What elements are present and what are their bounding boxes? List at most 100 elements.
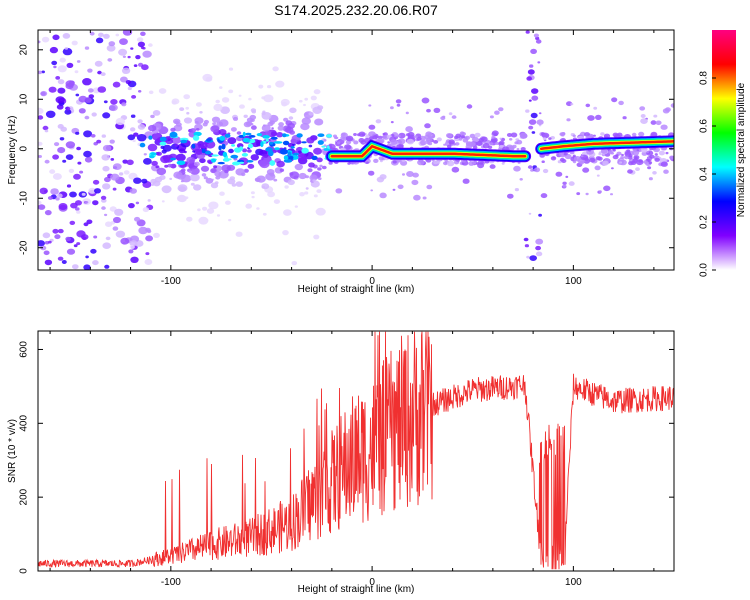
spectrogram-cell <box>337 141 341 145</box>
spectrogram-cell <box>531 88 539 94</box>
spectrogram-cell <box>650 131 658 137</box>
spectrogram-peak <box>232 161 241 166</box>
spectrogram-cell <box>491 136 495 139</box>
spectrogram-cell <box>273 178 278 182</box>
spectrogram-cell <box>141 178 148 184</box>
spectrogram-cell <box>120 76 128 83</box>
x-tick-label: -100 <box>161 577 181 588</box>
spectrogram-cell <box>406 138 414 145</box>
spectrogram-cell <box>202 206 208 211</box>
spectrogram-cell <box>130 47 134 50</box>
spectrogram-cell <box>137 119 143 124</box>
spectrogram-cell <box>514 188 520 192</box>
spectrogram-cell <box>228 148 234 154</box>
spectrogram-cell <box>137 41 145 48</box>
spectrogram-cell <box>600 148 608 154</box>
spectrogram-cell <box>247 149 252 153</box>
spectrogram-cell <box>397 134 401 138</box>
spectrogram-cell <box>143 158 152 165</box>
spectrogram-cell <box>235 181 243 187</box>
spectrogram-cell <box>368 124 376 130</box>
spectrogram-cell <box>246 117 253 123</box>
spectrogram-cell <box>313 89 321 95</box>
spectrogram-cell <box>82 236 87 240</box>
spectrogram-cell <box>83 130 93 138</box>
spectrogram-cell <box>202 122 208 127</box>
spectrogram-cell <box>51 60 58 66</box>
spectrogram-cell <box>193 184 202 191</box>
spectrogram-cell <box>76 60 81 63</box>
spectrogram-peak <box>245 132 252 136</box>
spectrogram-cell <box>303 103 306 107</box>
spectrogram-cell <box>595 156 602 161</box>
spectrogram-cell <box>40 245 47 251</box>
spectrogram-cell <box>602 160 609 166</box>
spectrogram-cell <box>318 177 322 181</box>
spectrogram-peak <box>192 135 200 141</box>
spectrogram-cell <box>175 153 186 162</box>
spectrogram-cell <box>130 114 136 118</box>
spectrogram-peak <box>211 158 216 163</box>
spectrogram-cell <box>66 248 76 255</box>
spectrogram-cell <box>620 156 625 159</box>
spectrogram-cell <box>170 127 176 132</box>
spectrogram-peak <box>193 131 202 137</box>
spectrogram-cell <box>616 132 623 137</box>
spectrogram-cell <box>228 218 232 222</box>
spectrogram-cell <box>198 216 209 225</box>
spectrogram-cell <box>106 44 116 52</box>
spectrogram-cell <box>66 184 72 188</box>
spectrogram-cell <box>86 219 93 225</box>
spectrogram-cell <box>41 36 50 43</box>
spectrogram-cell <box>535 36 540 41</box>
spectrogram-cell <box>299 192 305 197</box>
spectrogram-cell <box>181 168 186 172</box>
spectrogram-cell <box>88 94 95 99</box>
spectrogram-cell <box>84 46 90 50</box>
top-y-axis-label: Frequency (Hz) <box>7 116 18 185</box>
spectrogram-cell <box>529 64 534 68</box>
spectrogram-ridge-band <box>330 144 527 158</box>
spectrogram-cell <box>598 190 602 193</box>
spectrogram-cell <box>38 115 44 120</box>
spectrogram-cell <box>347 162 351 165</box>
spectrogram-cell <box>138 226 148 235</box>
spectrogram-cell <box>155 165 159 169</box>
spectrogram-peak <box>238 161 245 164</box>
spectrogram-cell <box>151 160 158 166</box>
spectrogram-peak <box>191 143 196 149</box>
spectrogram-peak <box>260 141 264 148</box>
spectrogram-cell <box>61 260 67 264</box>
spectrogram-cell <box>146 229 152 234</box>
spectrogram-cell <box>527 69 535 75</box>
spectrogram-cell <box>619 159 627 166</box>
spectrogram-cell <box>122 55 126 58</box>
spectrogram-cell <box>566 101 573 107</box>
spectrogram-cell <box>382 132 386 136</box>
spectrogram-cell <box>62 47 73 56</box>
spectrogram-cell <box>568 181 575 186</box>
spectrogram-cell <box>611 97 618 103</box>
spectrogram-cell <box>87 68 93 73</box>
y-tick-label: 20 <box>19 44 30 56</box>
spectrogram-cell <box>179 107 185 111</box>
spectrogram-cell <box>274 167 283 174</box>
spectrogram-cell <box>315 207 326 216</box>
spectrogram-cell <box>239 104 245 109</box>
spectrogram-peak <box>292 152 300 156</box>
spectrogram-cell <box>296 146 304 153</box>
spectrogram-cell <box>201 173 207 177</box>
spectrogram-cell <box>215 99 220 104</box>
spectrogram-cell <box>424 123 431 129</box>
spectrogram-cell <box>104 213 108 217</box>
spectrogram-cell <box>451 166 460 173</box>
bottom-y-axis-label: SNR (10 * v/v) <box>7 419 18 483</box>
spectrogram-cell <box>491 138 498 143</box>
spectrogram-cell <box>525 30 530 34</box>
spectrogram-cell <box>105 221 113 227</box>
spectrogram-cell <box>426 184 433 190</box>
spectrogram-peak <box>273 141 283 144</box>
spectrogram-cell <box>59 57 66 63</box>
spectrogram-peak <box>283 155 289 161</box>
